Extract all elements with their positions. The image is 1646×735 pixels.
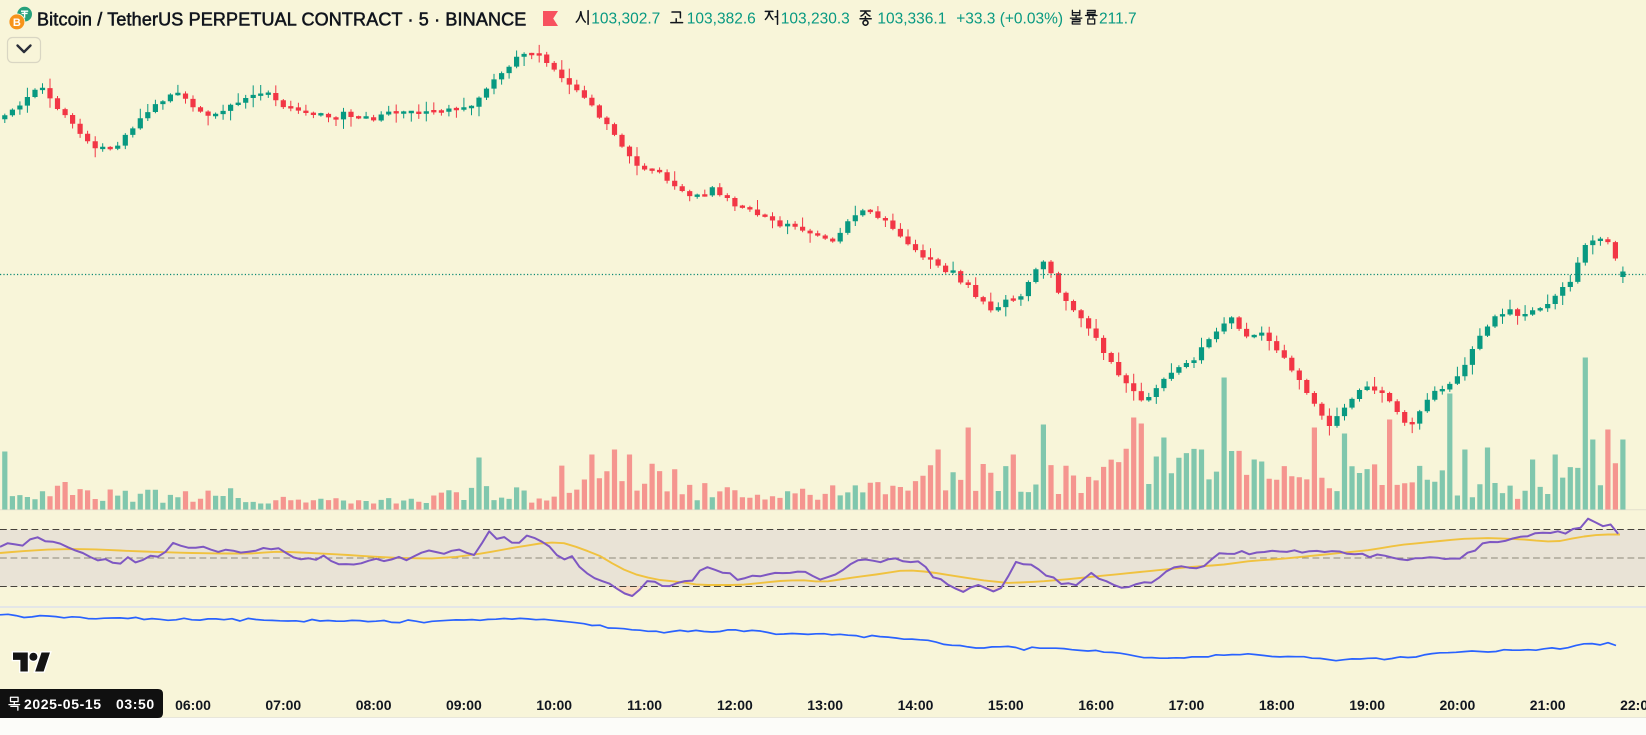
svg-text:21:00: 21:00 [1530,697,1566,713]
svg-text:19:00: 19:00 [1349,697,1385,713]
svg-text:17:00: 17:00 [1168,697,1204,713]
svg-text:18:00: 18:00 [1259,697,1295,713]
svg-text:Bitcoin / TetherUS PERPETUAL C: Bitcoin / TetherUS PERPETUAL CONTRACT · … [37,10,526,30]
svg-text:20:00: 20:00 [1439,697,1475,713]
svg-text:103,336.1: 103,336.1 [877,11,946,28]
svg-text:12:00: 12:00 [717,697,753,713]
svg-text:22:00: 22:00 [1620,697,1646,713]
svg-text:103,382.6: 103,382.6 [687,11,756,28]
svg-text:2025-05-15: 2025-05-15 [24,696,102,712]
svg-text:14:00: 14:00 [898,697,934,713]
svg-text:103,302.7: 103,302.7 [591,11,660,28]
svg-text:10:00: 10:00 [536,697,572,713]
svg-text:08:00: 08:00 [356,697,392,713]
svg-text:16:00: 16:00 [1078,697,1114,713]
svg-text:07:00: 07:00 [265,697,301,713]
svg-text:03:50: 03:50 [116,696,155,712]
svg-text:13:00: 13:00 [807,697,843,713]
svg-text:103,230.3: 103,230.3 [781,11,850,28]
svg-text:11:00: 11:00 [627,697,662,713]
svg-text:B: B [13,17,21,29]
svg-text:09:00: 09:00 [446,697,482,713]
svg-text:06:00: 06:00 [175,697,211,713]
svg-text:15:00: 15:00 [988,697,1024,713]
svg-text:211.7: 211.7 [1099,11,1137,28]
svg-text:+33.3 (+0.03%): +33.3 (+0.03%) [956,11,1063,28]
